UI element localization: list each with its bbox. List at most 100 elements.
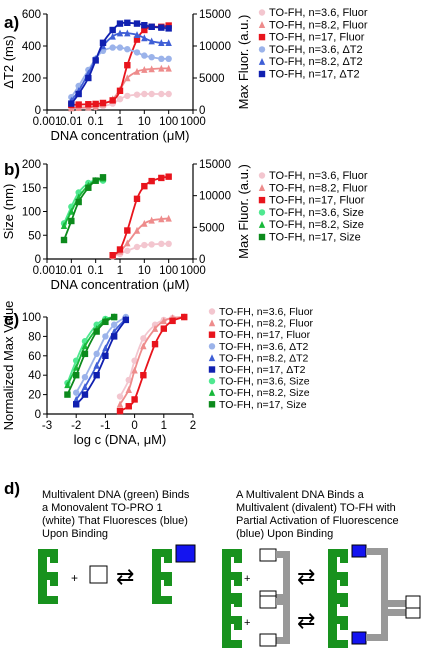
y-tick-label-left: 400 — [22, 41, 41, 53]
data-point-5 — [85, 74, 92, 82]
data-point-3 — [148, 54, 155, 61]
data-point-5 — [68, 217, 75, 225]
data-point-5 — [81, 391, 89, 398]
legend-entry-2: TO-FH, n=17, Fluor — [269, 195, 365, 207]
data-point-5 — [99, 39, 107, 46]
x-tick-label: 1000 — [180, 265, 206, 277]
plus-sign-right-bottom: + — [244, 617, 250, 629]
data-point-2 — [116, 246, 124, 253]
data-point-5 — [102, 352, 109, 359]
legend-entry-2: TO-FH, n=17, Fluor — [219, 329, 311, 341]
equilibrium-arrow-left: ⇄ — [116, 564, 134, 589]
data-point-5 — [75, 198, 82, 206]
legend-marker-0 — [208, 308, 216, 315]
data-point-4 — [102, 344, 109, 352]
legend-marker-5 — [208, 366, 216, 373]
left-caption-line-1: Multivalent DNA (green) Binds — [42, 489, 190, 501]
data-point-2 — [151, 340, 159, 348]
data-point-5 — [124, 19, 131, 26]
data-point-0 — [148, 90, 155, 98]
data-point-0 — [116, 95, 124, 103]
x-tick-label: 10 — [138, 116, 151, 128]
data-point-5 — [99, 174, 107, 181]
data-point-8 — [110, 313, 118, 321]
topro-monovalent-box — [89, 565, 108, 584]
legend-entry-1: TO-FH, n=8.2, Fluor — [269, 19, 368, 31]
legend-entry-8: TO-FH, n=17, Size — [219, 399, 307, 411]
data-point-2 — [124, 62, 131, 69]
data-point-4 — [133, 31, 141, 38]
y-tick-label-left: 60 — [28, 351, 41, 363]
multivalent-dna-left — [38, 549, 58, 604]
divalent-tofh-bottom — [259, 595, 290, 647]
data-point-2 — [141, 182, 148, 190]
data-point-3 — [93, 350, 100, 358]
panel-d-schematic: d) Multivalent DNA (green) Binds a Monov… — [4, 479, 421, 648]
data-point-8 — [93, 328, 100, 335]
right-caption-line-3: Partial Activation of Fluorescence — [236, 515, 399, 527]
legend-entry-5: TO-FH, n=17, ΔT2 — [219, 364, 306, 376]
data-point-1 — [148, 216, 155, 224]
data-point-3 — [110, 321, 118, 328]
y-tick-label-left: 150 — [22, 183, 41, 195]
legend-entry-6: TO-FH, n=3.6, Size — [219, 376, 310, 388]
data-point-4 — [116, 29, 124, 37]
y-tick-label-left: 50 — [28, 230, 41, 242]
right-caption-line-4: (blue) Upon Binding — [236, 528, 333, 540]
x-tick-label: 100 — [159, 265, 178, 277]
legend-marker-3 — [258, 209, 266, 216]
x-axis-label: log c (DNA, μM) — [74, 432, 167, 447]
equilibrium-arrow-right-top: ⇄ — [297, 564, 315, 589]
y-tick-label-right: 15000 — [199, 159, 231, 171]
data-point-0 — [133, 243, 141, 251]
y-tick-label-left: 80 — [28, 331, 41, 343]
legend-marker-1 — [208, 319, 216, 327]
y-tick-label-left: 600 — [22, 9, 41, 21]
x-tick-label: 0.1 — [88, 116, 104, 128]
x-tick-label: 0.001 — [33, 116, 62, 128]
legend-marker-5 — [258, 70, 266, 78]
legend-entry-3: TO-FH, n=3.6, Size — [269, 207, 364, 219]
panel-label-1: b) — [4, 160, 20, 179]
x-tick-label: -2 — [71, 420, 81, 432]
panel-label-0: a) — [4, 13, 19, 32]
data-point-1 — [140, 342, 147, 350]
data-point-5 — [85, 184, 92, 191]
data-point-3 — [109, 44, 116, 51]
data-point-5 — [73, 401, 80, 408]
data-point-2 — [109, 252, 116, 259]
y-tick-label-right: 15000 — [199, 9, 231, 21]
legend-marker-0 — [258, 9, 266, 16]
legend-entry-1: TO-FH, n=8.2, Fluor — [269, 182, 368, 194]
legend-entry-4: TO-FH, n=8.2, ΔT2 — [219, 352, 309, 364]
data-point-5 — [60, 236, 68, 244]
data-point-2 — [125, 403, 132, 410]
x-tick-label: 1 — [117, 265, 123, 277]
data-point-2 — [85, 101, 92, 108]
data-point-1 — [158, 64, 165, 72]
legend-marker-7 — [208, 389, 216, 396]
data-point-1 — [165, 214, 172, 222]
legend-marker-6 — [208, 377, 216, 385]
left-caption-line-2: a Monovalent TO-PRO 1 — [42, 502, 163, 514]
data-point-0 — [133, 91, 141, 98]
y-tick-label-left: 20 — [28, 390, 41, 402]
data-point-3 — [141, 52, 148, 59]
data-point-2 — [116, 87, 124, 94]
data-point-1 — [116, 400, 124, 408]
data-point-4 — [109, 32, 116, 40]
y-axis-label-right: Max Fluor. (a.u.) — [236, 15, 251, 110]
y-tick-label-left: 0 — [35, 105, 41, 117]
y-axis-label-left: ΔT2 (ms) — [1, 35, 16, 88]
data-point-5 — [92, 57, 99, 64]
data-point-3 — [124, 46, 131, 53]
legend-entry-4: TO-FH, n=8.2, Size — [269, 219, 364, 231]
legend-marker-2 — [208, 331, 216, 338]
data-point-0 — [140, 335, 147, 342]
data-point-1 — [160, 317, 167, 325]
legend-entry-2: TO-FH, n=17, Fluor — [269, 32, 365, 44]
y-tick-label-right: 5000 — [199, 73, 225, 85]
data-point-0 — [125, 376, 132, 384]
